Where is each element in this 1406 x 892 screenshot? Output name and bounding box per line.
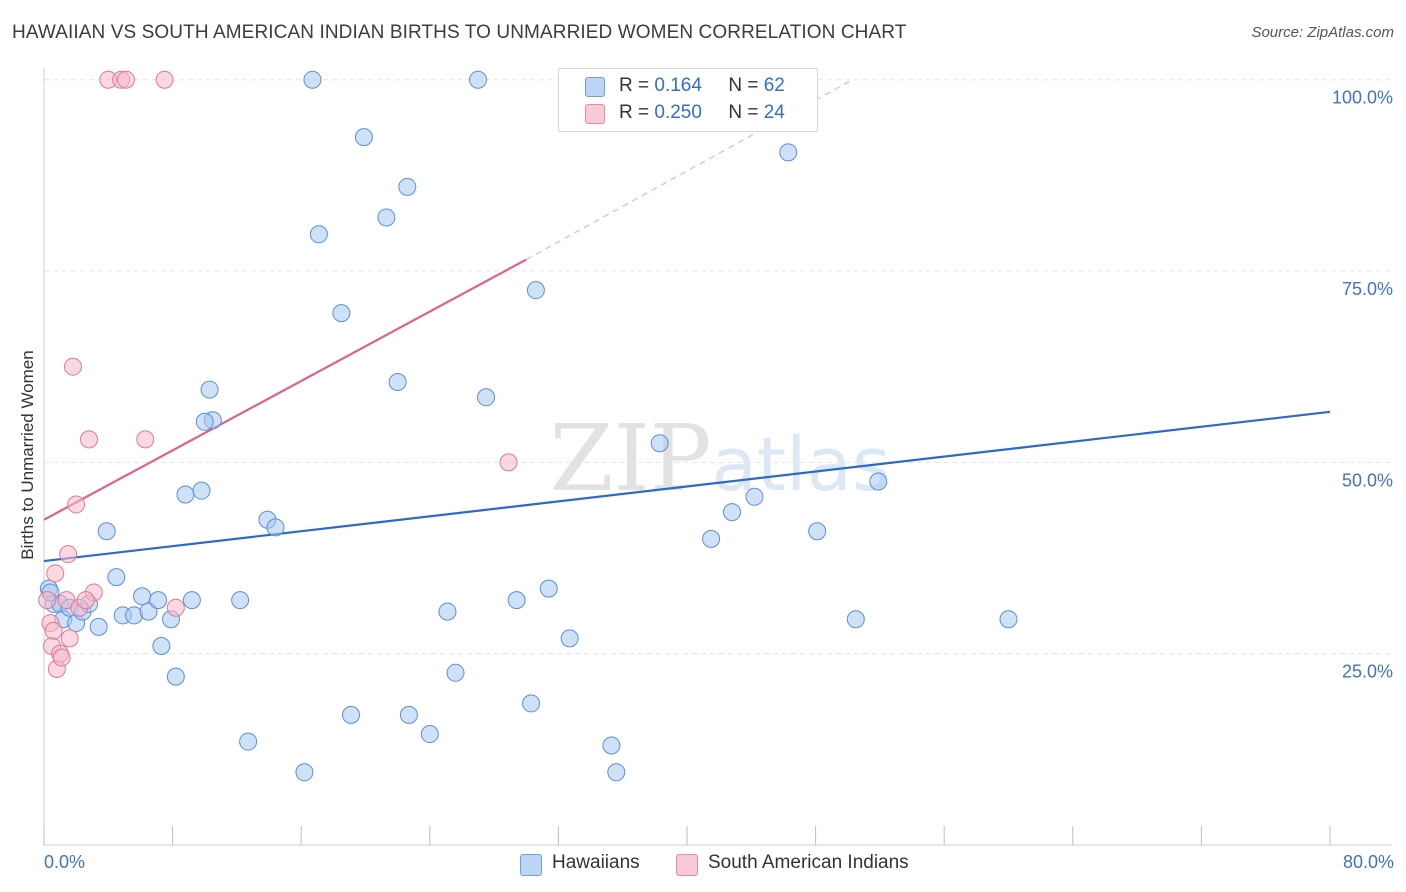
data-point — [195, 412, 214, 431]
data-point — [166, 667, 185, 686]
axes — [43, 68, 1392, 846]
data-point — [522, 694, 541, 713]
y-tick-labels: 25.0% 50.0% 75.0% 100.0% — [1332, 88, 1393, 682]
data-point — [398, 177, 417, 196]
y-tick-label: 75.0% — [1342, 279, 1393, 299]
legend-swatch-hawaiians — [585, 77, 605, 97]
legend-n-value: 62 — [763, 75, 785, 96]
data-point — [342, 705, 361, 724]
data-point — [602, 736, 621, 755]
y-tick-label: 25.0% — [1342, 662, 1393, 682]
correlation-legend: R = 0.164 N = 62 R = 0.250 N = 24 — [558, 68, 818, 132]
data-point — [182, 591, 201, 610]
watermark: ZIPatlas — [550, 405, 891, 512]
data-point — [63, 357, 82, 376]
data-points — [38, 70, 1018, 782]
y-tick-label: 100.0% — [1332, 88, 1393, 108]
data-point — [420, 725, 439, 744]
data-point — [354, 128, 373, 147]
data-point — [745, 487, 764, 506]
bottom-legend-swatch-hawaiians — [520, 854, 542, 876]
data-point — [152, 637, 171, 656]
data-point — [136, 430, 155, 449]
data-point — [526, 281, 545, 300]
data-point — [89, 617, 108, 636]
data-point — [869, 472, 888, 491]
data-point — [44, 621, 63, 640]
data-point — [332, 304, 351, 323]
legend-n-label: N = — [728, 102, 759, 123]
data-point — [999, 610, 1018, 629]
data-point — [67, 495, 86, 514]
legend-r-value: 0.164 — [654, 75, 702, 96]
data-point — [60, 629, 79, 648]
data-point — [176, 485, 195, 504]
data-point — [80, 430, 99, 449]
series-hawaiians — [39, 70, 1018, 782]
data-point — [650, 434, 669, 453]
data-point — [438, 602, 457, 621]
data-point — [139, 602, 158, 621]
data-point — [97, 522, 116, 541]
bottom-legend-label-south-american-indians: South American Indians — [708, 852, 909, 873]
data-point — [399, 705, 418, 724]
legend-swatch-south-american-indians — [585, 104, 605, 124]
trend-line-south-american-indians — [43, 258, 527, 521]
data-point — [166, 598, 185, 617]
bottom-legend-label-hawaiians: Hawaiians — [552, 852, 640, 873]
data-point — [507, 591, 526, 610]
data-point — [266, 518, 285, 537]
data-point — [702, 529, 721, 548]
legend-n-label: N = — [728, 75, 759, 96]
data-point — [469, 70, 488, 89]
data-point — [239, 732, 258, 751]
data-point — [59, 545, 78, 564]
legend-r-label: R = — [619, 102, 650, 123]
data-point — [149, 591, 168, 610]
data-point — [377, 208, 396, 227]
data-point — [38, 591, 57, 610]
data-point — [779, 143, 798, 162]
data-point — [303, 70, 322, 89]
trend-line-hawaiians — [43, 410, 1331, 563]
data-point — [607, 763, 626, 782]
x-tick-label-min: 0.0% — [44, 852, 86, 872]
data-point — [200, 380, 219, 399]
x-tick-label-max: 80.0% — [1342, 852, 1394, 872]
data-point — [446, 663, 465, 682]
y-tick-label: 50.0% — [1342, 470, 1393, 490]
bottom-legend-swatch-south-american-indians — [676, 854, 698, 876]
data-point — [76, 591, 95, 610]
chart-source: Source: ZipAtlas.com — [1251, 24, 1394, 41]
data-point — [846, 610, 865, 629]
data-point — [107, 568, 126, 587]
legend-r-label: R = — [619, 75, 650, 96]
data-point — [808, 522, 827, 541]
data-point — [52, 648, 71, 667]
data-point — [116, 70, 135, 89]
legend-n-value: 24 — [763, 102, 785, 123]
data-point — [192, 481, 211, 500]
data-point — [133, 587, 152, 606]
grid-lines — [44, 79, 1390, 655]
y-axis-label: Births to Unmarried Women — [18, 350, 37, 560]
data-point — [723, 503, 742, 522]
data-point — [388, 372, 407, 391]
series-south-american-indians — [38, 70, 518, 678]
data-point — [295, 763, 314, 782]
data-point — [539, 579, 558, 598]
data-point — [477, 388, 496, 407]
legend-r-value: 0.250 — [654, 102, 702, 123]
data-point — [560, 629, 579, 648]
data-point — [499, 453, 518, 472]
data-point — [155, 70, 174, 89]
data-point — [46, 564, 65, 583]
data-point — [309, 225, 328, 244]
data-point — [231, 591, 250, 610]
chart-title: HAWAIIAN VS SOUTH AMERICAN INDIAN BIRTHS… — [12, 22, 907, 43]
